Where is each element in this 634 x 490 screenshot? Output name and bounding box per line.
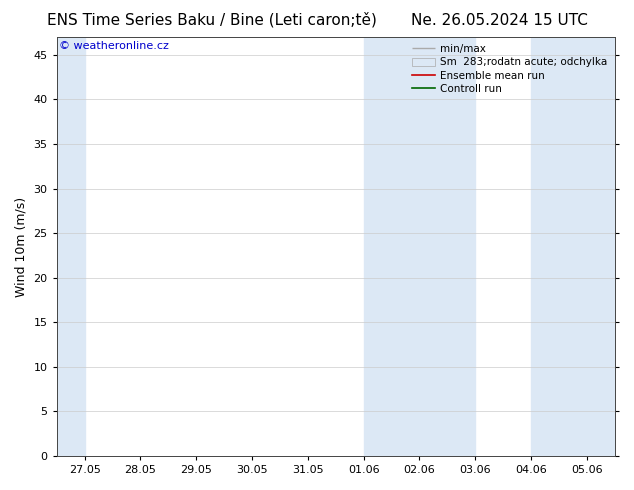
Y-axis label: Wind 10m (m/s): Wind 10m (m/s)	[15, 196, 28, 296]
Legend: min/max, Sm  283;rodatn acute; odchylka, Ensemble mean run, Controll run: min/max, Sm 283;rodatn acute; odchylka, …	[408, 40, 612, 98]
Bar	[531, 37, 615, 456]
Text: © weatheronline.cz: © weatheronline.cz	[60, 41, 169, 51]
Bar	[364, 37, 476, 456]
Bar	[56, 37, 84, 456]
Text: ENS Time Series Baku / Bine (Leti caron;tě)       Ne. 26.05.2024 15 UTC: ENS Time Series Baku / Bine (Leti caron;…	[46, 12, 588, 28]
